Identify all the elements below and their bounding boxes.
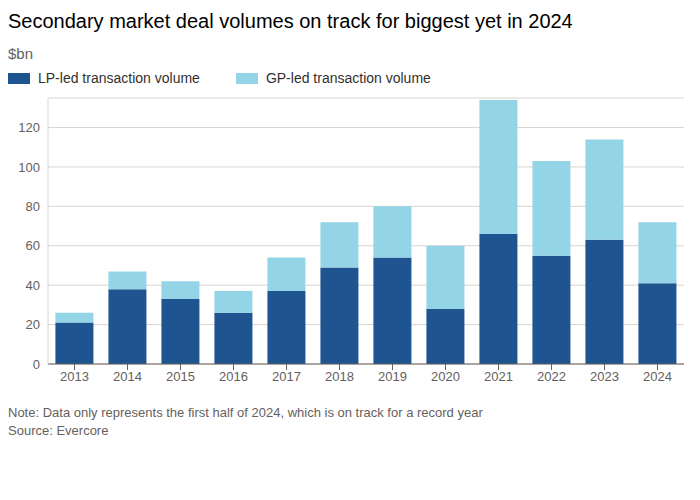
html-text:Note: Data only represents the: Note: Data only represents the first hal… [8, 405, 483, 420]
svg-text:2016: 2016 [219, 369, 248, 384]
svg-text:2022: 2022 [537, 369, 566, 384]
html-text:Secondary market deal volumes: Secondary market deal volumes on track f… [8, 10, 573, 32]
html-text:GP-led transaction volume: GP-led transaction volume [265, 70, 431, 86]
svg-text:40: 40 [26, 278, 40, 293]
html-text:Source: Evercore: Source: Evercore [8, 423, 109, 438]
svg-text:2024: 2024 [643, 369, 672, 384]
html-text:LP-led transaction volume: LP-led transaction volume [38, 70, 200, 86]
svg-text:2017: 2017 [272, 369, 301, 384]
svg-text:100: 100 [18, 160, 40, 175]
svg-text:20: 20 [26, 317, 40, 332]
html-text:$bn: $bn [8, 45, 33, 62]
svg-text:2013: 2013 [60, 369, 89, 384]
svg-text:2014: 2014 [113, 369, 142, 384]
svg-text:2015: 2015 [166, 369, 195, 384]
svg-text:2019: 2019 [378, 369, 407, 384]
svg-text:60: 60 [26, 238, 40, 253]
svg-text:2018: 2018 [325, 369, 354, 384]
svg-text:120: 120 [18, 120, 40, 135]
svg-text:80: 80 [26, 199, 40, 214]
svg-text:2020: 2020 [431, 369, 460, 384]
svg-text:0: 0 [33, 357, 40, 372]
svg-text:2021: 2021 [484, 369, 513, 384]
svg-text:2023: 2023 [590, 369, 619, 384]
